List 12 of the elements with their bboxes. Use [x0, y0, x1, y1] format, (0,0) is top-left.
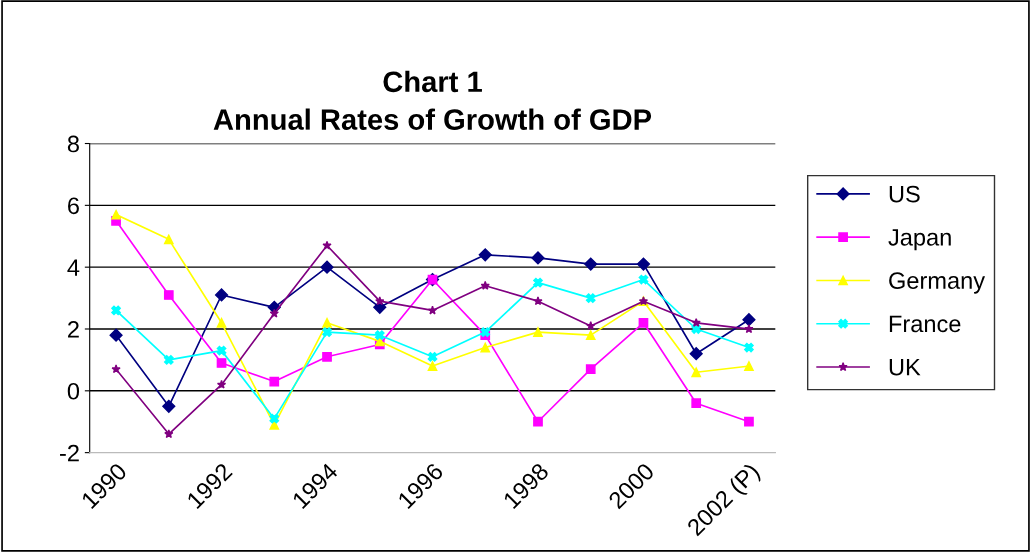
- legend-label: Japan: [888, 229, 951, 251]
- y-tick-label: -2: [60, 444, 79, 462]
- legend-label: Germany: [889, 272, 986, 294]
- legend-label: UK: [889, 359, 921, 376]
- y-tick-label: 8: [67, 135, 79, 153]
- y-tick-label: 4: [67, 259, 80, 276]
- y-tick-label: 6: [68, 197, 79, 215]
- y-tick-label: 0: [67, 382, 80, 400]
- legend-label: US: [889, 185, 920, 203]
- legend-label: France: [889, 315, 961, 333]
- y-tick-label: 2: [68, 321, 79, 338]
- chart-title: Chart 1 Annual Rates of Growth of GDP: [213, 70, 652, 130]
